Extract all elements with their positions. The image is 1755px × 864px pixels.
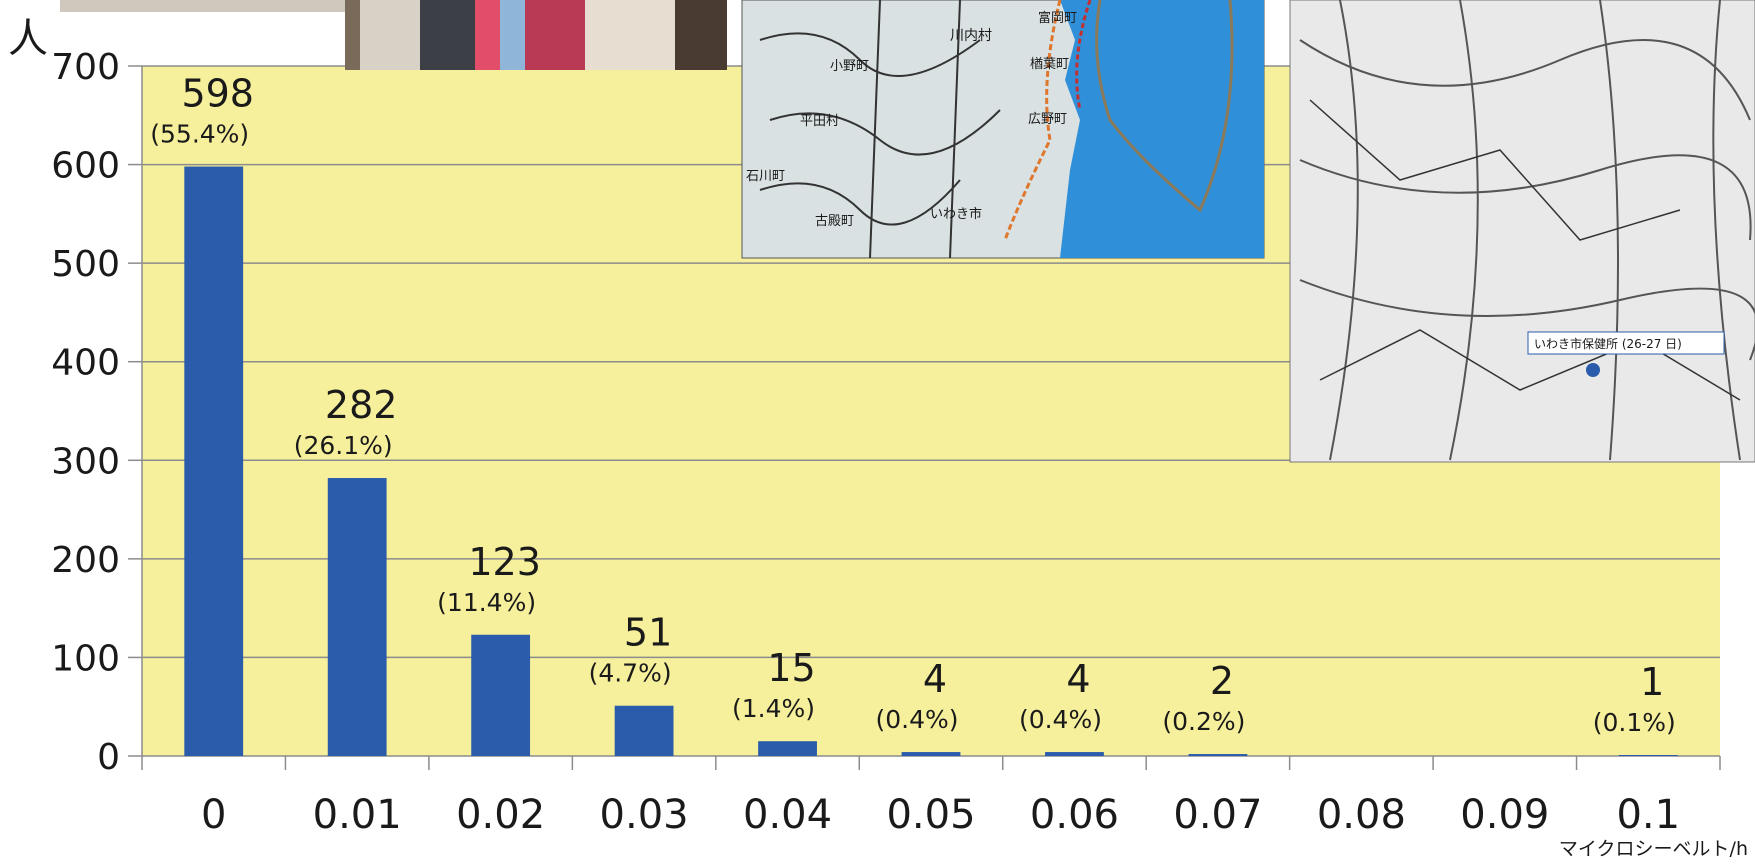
photo-inset: [60, 0, 727, 70]
value-label: 282: [325, 383, 398, 427]
bar: [1618, 755, 1678, 756]
percent-label: (1.4%): [732, 694, 815, 723]
y-tick-label: 400: [51, 343, 120, 384]
y-tick-label: 0: [97, 737, 120, 778]
map-marker-label: いわき市保健所 (26-27 日): [1534, 336, 1682, 351]
x-tick-label: 0.05: [886, 792, 975, 838]
bar: [471, 634, 531, 756]
value-label: 2: [1210, 659, 1234, 703]
bar: [327, 478, 387, 756]
y-tick-label: 200: [51, 540, 120, 581]
map-place-label: 平田村: [800, 114, 839, 129]
percent-label: (0.4%): [875, 705, 958, 734]
map-place-label: 富岡町: [1038, 10, 1077, 26]
value-label: 598: [181, 72, 254, 116]
bar: [901, 752, 961, 756]
y-tick-label: 500: [51, 244, 120, 285]
x-tick-label: 0.09: [1460, 792, 1549, 838]
x-tick-label: 0: [201, 792, 226, 838]
value-label: 123: [468, 540, 541, 584]
y-tick-label: 100: [51, 638, 120, 679]
bar: [614, 705, 674, 756]
x-tick-label: 0.08: [1317, 792, 1406, 838]
percent-label: (26.1%): [294, 431, 393, 460]
bar: [184, 166, 244, 757]
value-label: 4: [923, 657, 947, 701]
percent-label: (4.7%): [589, 659, 672, 688]
x-tick-label: 0.03: [600, 792, 689, 838]
map-place-label: 石川町: [746, 169, 785, 184]
percent-label: (11.4%): [437, 588, 536, 617]
location-marker-icon: [1586, 363, 1600, 377]
value-label: 4: [1066, 657, 1090, 701]
map-place-label: 小野町: [830, 59, 869, 74]
map-place-label: 楢葉町: [1030, 57, 1069, 72]
map-place-label: 川内村: [950, 28, 992, 44]
y-tick-label: 700: [51, 47, 120, 88]
percent-label: (0.4%): [1019, 705, 1102, 734]
x-tick-label: 0.07: [1173, 792, 1262, 838]
x-tick-label: 0.01: [313, 792, 402, 838]
data-labels: (55.4%) 598 (26.1%) 282 (11.4%) 123 (4.7%) 51 (1…: [150, 72, 1676, 737]
bar: [1045, 752, 1104, 756]
percent-label: (0.2%): [1162, 707, 1245, 736]
bar: [1188, 754, 1248, 756]
value-label: 15: [767, 646, 815, 690]
map-place-label: いわき市: [930, 206, 982, 222]
tick-labels: 0 100 200 300 400 500 600 700 0 0.01 0.02 0.03 0.04 0…: [51, 47, 1680, 838]
x-tick-label: 0.1: [1616, 792, 1680, 838]
y-tick-label: 300: [51, 441, 120, 482]
y-axis-unit-label: 人: [8, 16, 48, 62]
value-label: 51: [624, 611, 672, 655]
local-map-inset: いわき市保健所 (26-27 日): [1289, 0, 1755, 463]
y-tick-label: 600: [51, 146, 120, 187]
bar: [758, 741, 817, 756]
x-tick-label: 0.06: [1030, 792, 1119, 838]
regional-map-inset: 川内村 富岡町 楢葉町 小野町 平田村 広野町 石川町 古殿町 いわき市: [741, 0, 1265, 259]
x-tick-label: 0.02: [456, 792, 545, 838]
x-axis-unit-label: マイクロシーベルト/h: [1559, 838, 1748, 860]
bars: [184, 166, 1678, 757]
percent-label: (55.4%): [150, 120, 249, 149]
percent-label: (0.1%): [1593, 708, 1676, 737]
x-tick-label: 0.04: [743, 792, 832, 838]
map-place-label: 広野町: [1028, 112, 1067, 127]
map-place-label: 古殿町: [815, 214, 854, 229]
value-label: 1: [1640, 660, 1664, 704]
